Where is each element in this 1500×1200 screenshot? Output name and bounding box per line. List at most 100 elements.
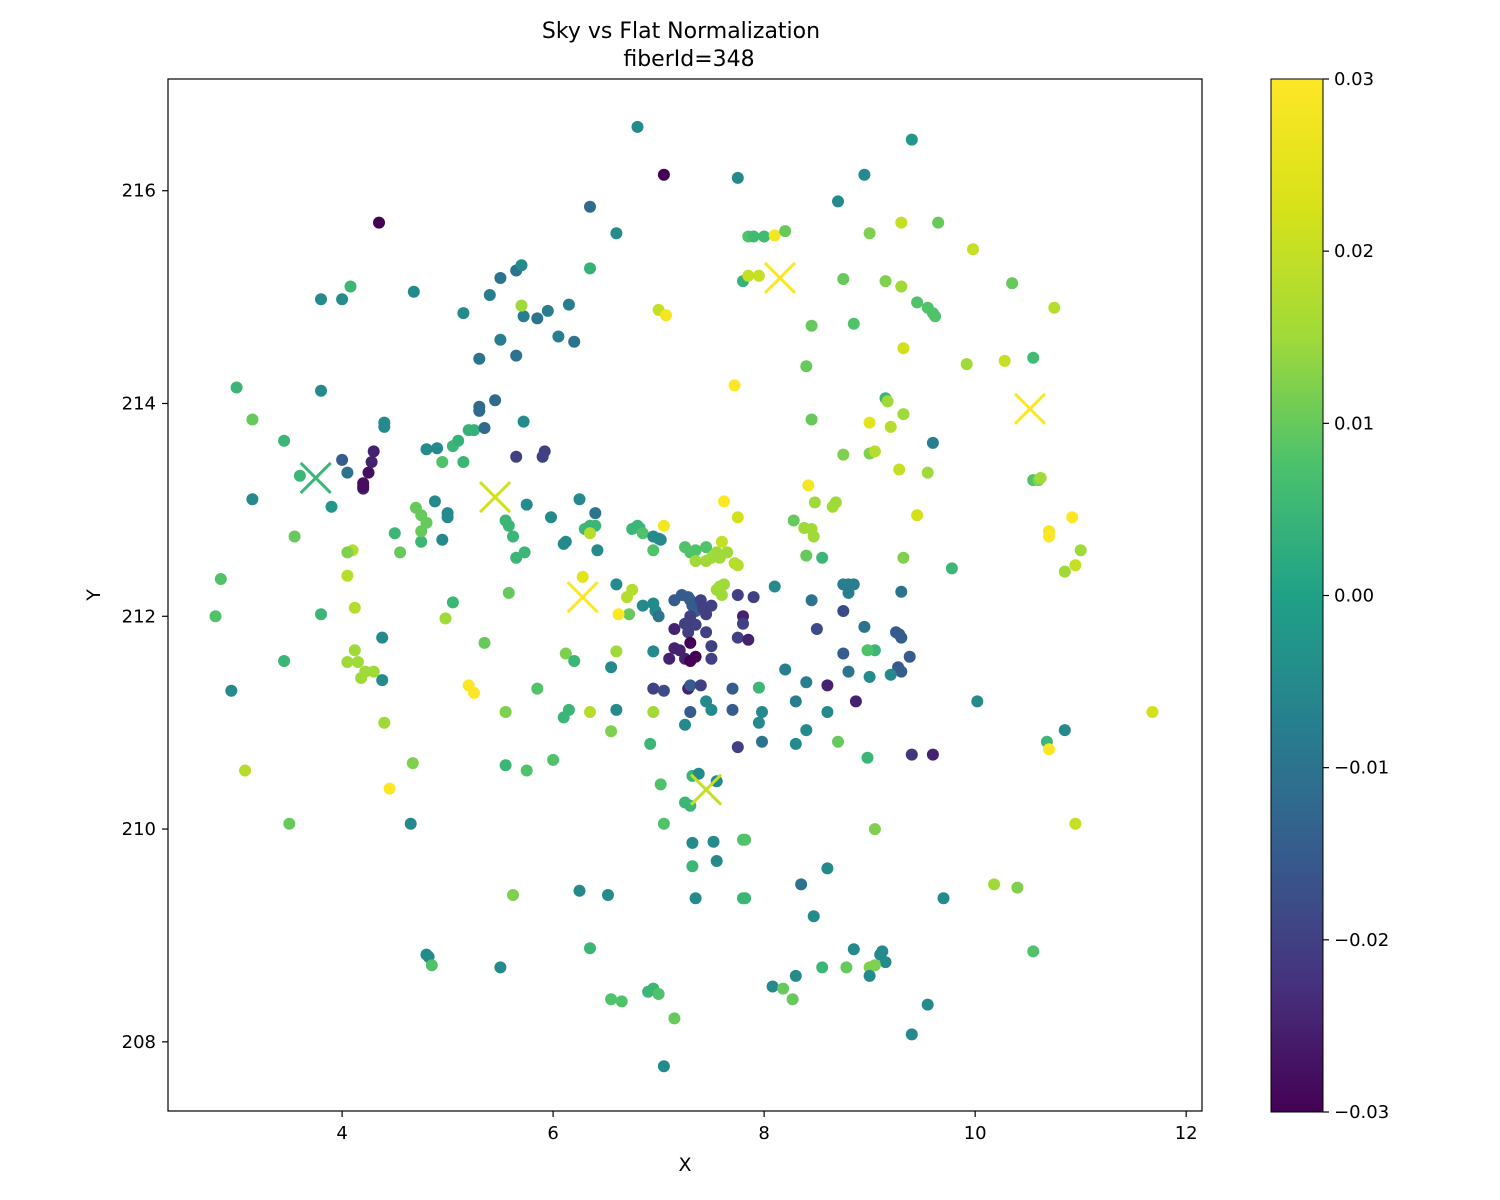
data-point: [246, 493, 259, 506]
data-point: [520, 498, 533, 511]
data-point: [1048, 301, 1061, 314]
data-point: [573, 493, 586, 506]
data-point: [367, 665, 380, 678]
data-point: [388, 527, 401, 540]
data-point: [879, 275, 892, 288]
data-point: [478, 422, 491, 434]
data-point: [998, 354, 1011, 367]
data-point: [692, 767, 705, 780]
data-point: [325, 500, 338, 513]
cross-marker: [566, 581, 599, 614]
data-point: [756, 735, 768, 748]
data-point: [739, 892, 752, 905]
data-point: [758, 230, 771, 243]
data-point: [821, 679, 834, 692]
data-point: [926, 748, 939, 761]
data-point: [515, 259, 528, 272]
data-point: [911, 509, 924, 522]
data-point: [499, 706, 512, 718]
data-point: [415, 525, 428, 538]
data-point: [489, 394, 502, 407]
data-point: [502, 586, 515, 599]
data-point: [682, 626, 695, 639]
data-point: [452, 434, 465, 447]
data-point: [336, 293, 349, 306]
data-point: [884, 668, 897, 681]
data-point: [1069, 817, 1082, 830]
data-point: [348, 601, 361, 614]
data-point: [842, 665, 855, 678]
data-point: [921, 998, 934, 1011]
data-point: [351, 656, 364, 668]
data-point: [837, 448, 850, 461]
data-point: [559, 535, 572, 548]
data-point: [756, 706, 768, 718]
data-point: [700, 626, 713, 639]
data-point: [376, 631, 389, 644]
data-point: [428, 495, 441, 508]
data-point: [315, 293, 327, 306]
data-point: [832, 195, 844, 208]
data-point: [710, 855, 723, 867]
data-point: [742, 269, 755, 282]
data-point: [246, 413, 259, 426]
data-point: [911, 296, 924, 309]
data-point: [214, 573, 227, 585]
data-point: [705, 599, 718, 612]
data-point: [341, 546, 354, 559]
data-point: [547, 753, 560, 766]
data-point: [802, 479, 815, 492]
data-point: [610, 227, 623, 240]
data-point: [689, 544, 702, 557]
data-point: [810, 623, 823, 635]
plot-area-frame: [167, 78, 1203, 1112]
data-point: [932, 216, 945, 229]
data-point: [494, 333, 507, 346]
data-point: [847, 317, 860, 330]
data-point: [895, 665, 908, 678]
data-point: [657, 817, 670, 830]
data-point: [573, 884, 586, 897]
x-tick-label: 6: [547, 1123, 558, 1144]
data-point: [786, 993, 799, 1006]
data-point: [344, 280, 357, 293]
data-point: [538, 445, 551, 458]
data-point: [689, 555, 702, 567]
data-point: [562, 298, 575, 311]
data-point: [502, 519, 515, 532]
data-point: [868, 445, 881, 458]
data-point: [718, 495, 730, 508]
data-point: [689, 618, 702, 631]
data-point: [805, 319, 818, 332]
data-point: [752, 269, 765, 282]
data-point: [1027, 351, 1040, 364]
data-point: [589, 507, 602, 520]
x-tick-label: 10: [964, 1123, 987, 1144]
data-point: [863, 969, 876, 982]
data-point: [652, 610, 665, 623]
data-point: [779, 663, 792, 676]
data-point: [610, 645, 623, 658]
data-point: [800, 676, 813, 689]
data-point: [967, 243, 979, 256]
data-point: [800, 360, 813, 373]
cross-stroke: [479, 481, 512, 514]
data-point: [420, 443, 433, 456]
data-point: [341, 656, 354, 668]
cross-stroke: [299, 461, 332, 495]
data-point: [552, 330, 565, 343]
data-point: [921, 466, 934, 479]
data-point: [837, 647, 850, 660]
data-point: [689, 650, 702, 663]
data-point: [988, 878, 1001, 891]
data-point: [654, 778, 667, 791]
data-point: [863, 670, 876, 683]
data-point: [816, 551, 829, 564]
data-point: [832, 735, 844, 748]
data-point: [431, 442, 444, 455]
cross-marker: [1013, 392, 1047, 425]
data-point: [1011, 881, 1024, 894]
data-point: [336, 453, 349, 466]
data-point: [436, 533, 449, 546]
data-point: [1069, 559, 1082, 572]
